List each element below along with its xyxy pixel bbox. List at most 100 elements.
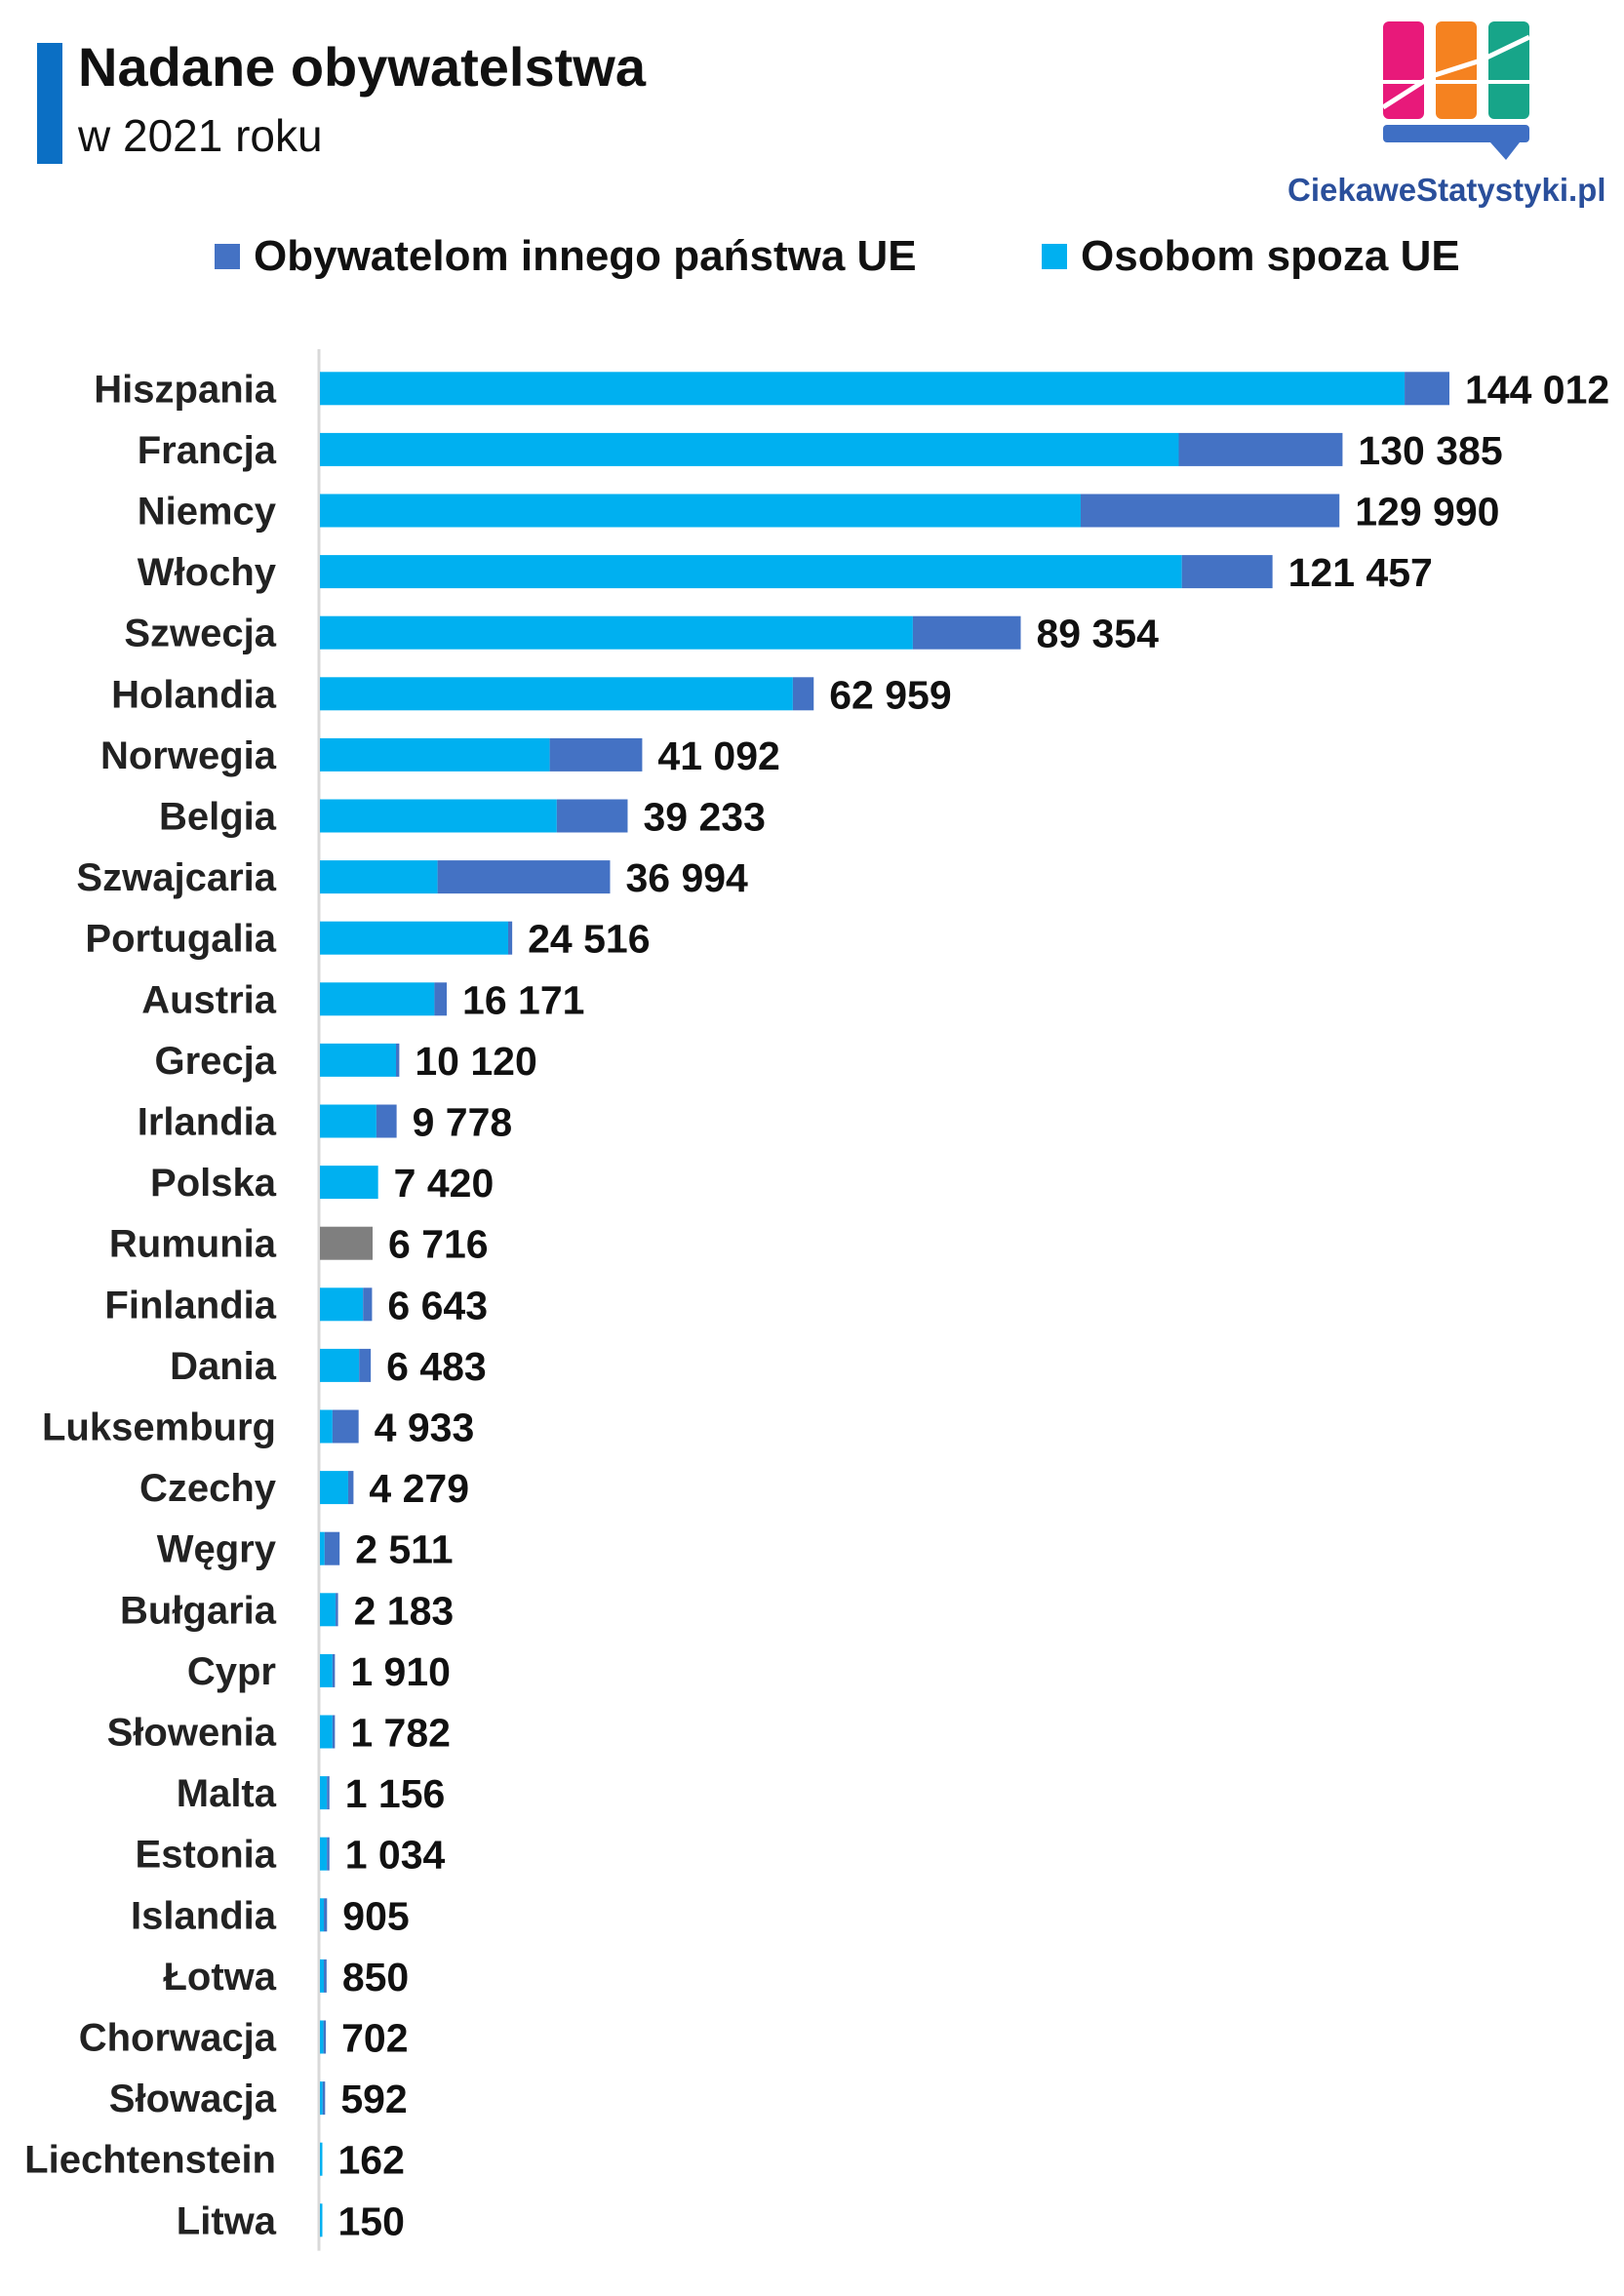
bar-segment [320, 1531, 325, 1565]
category-label: Włochy [138, 551, 277, 594]
value-label: 850 [342, 1955, 409, 1999]
category-label: Polska [150, 1162, 277, 1205]
bar-segment [395, 1043, 400, 1077]
bar-segment [320, 2203, 323, 2237]
legend-swatch-non-eu [1042, 244, 1067, 269]
bar-segment [320, 1166, 378, 1200]
value-label: 162 [338, 2138, 405, 2183]
category-label: Portugalia [85, 918, 276, 961]
category-label: Chorwacja [79, 2017, 277, 2060]
bar-segment [324, 1898, 328, 1932]
bar-segment [320, 2142, 323, 2176]
legend-swatch-other-eu [215, 244, 240, 269]
bar-segment [320, 372, 1406, 406]
bar-segment [320, 1471, 348, 1505]
bar-segment [327, 1837, 330, 1871]
bar-segment [320, 432, 1179, 466]
bar-segment [1405, 372, 1449, 406]
bar-segment [324, 1959, 327, 1993]
value-label: 592 [340, 2077, 407, 2121]
category-label: Słowenia [107, 1712, 277, 1755]
bar-segment [323, 2020, 327, 2054]
category-label: Łotwa [163, 1956, 276, 1999]
category-label: Norwegia [100, 734, 277, 777]
value-label: 89 354 [1036, 612, 1159, 656]
category-label: Szwajcaria [76, 856, 276, 899]
category-label: Finlandia [104, 1284, 276, 1326]
value-label: 1 156 [345, 1771, 446, 1816]
value-label: 6 643 [387, 1283, 488, 1327]
bar-segment [322, 2081, 326, 2116]
value-label: 4 279 [369, 1466, 469, 1511]
category-label: Islandia [131, 1894, 277, 1937]
bar-segment [320, 615, 913, 650]
value-label: 41 092 [657, 733, 779, 778]
bar-segment [332, 1715, 336, 1749]
value-label: 129 990 [1355, 490, 1499, 534]
bar-segment [320, 1287, 364, 1322]
value-label: 1 782 [350, 1711, 451, 1756]
bar-segment [320, 677, 793, 711]
value-label: 144 012 [1465, 367, 1609, 412]
bar-segment [320, 1837, 328, 1871]
bar-segment [320, 1104, 376, 1138]
brand-name: CiekaweStatystyki.pl [1287, 172, 1606, 208]
bar-segment [320, 1409, 333, 1444]
value-label: 10 120 [415, 1039, 536, 1084]
bar-segment [320, 494, 1081, 528]
category-label: Cypr [187, 1650, 276, 1693]
bar-segment [1080, 494, 1340, 528]
chart-title: Nadane obywatelstwa [78, 36, 646, 98]
bar-segment [437, 860, 611, 894]
bar-segment [792, 677, 814, 711]
value-label: 1 034 [345, 1833, 446, 1878]
title-accent-bar [37, 43, 62, 164]
bar-segment [320, 1226, 374, 1260]
bar-segment [320, 860, 438, 894]
legend-item-other-eu: Obywatelom innego państwa UE [215, 232, 917, 281]
category-label: Belgia [159, 796, 277, 839]
category-label: Szwecja [124, 613, 276, 655]
bar-segment [320, 982, 435, 1016]
legend-label-non-eu: Osobom spoza UE [1081, 232, 1460, 280]
bar-segment [363, 1287, 373, 1322]
bar-segment [320, 1348, 360, 1382]
value-label: 36 994 [625, 855, 748, 900]
value-label: 7 420 [394, 1161, 495, 1206]
bar-segment [320, 1959, 325, 1993]
category-label: Malta [177, 1772, 277, 1815]
category-label: Estonia [136, 1834, 277, 1877]
bar-segment [549, 737, 643, 772]
stacked-bar-chart: Hiszpania 144 012 Francja 130 385 Niemcy 129 … [24, 349, 1609, 2251]
bar-segment [434, 982, 448, 1016]
bar-segment [320, 1593, 337, 1627]
bar-segment [327, 1776, 330, 1810]
category-label: Litwa [177, 2199, 277, 2242]
value-label: 6 483 [386, 1344, 487, 1389]
value-label: 16 171 [462, 977, 584, 1022]
category-label: Czechy [139, 1467, 277, 1510]
category-label: Słowacja [109, 2078, 277, 2120]
value-label: 2 511 [355, 1527, 453, 1572]
category-label: Węgry [157, 1528, 277, 1571]
bar-segment [320, 1653, 333, 1687]
bar-segment [912, 615, 1021, 650]
bar-segment [324, 1531, 340, 1565]
bar-segment [320, 737, 550, 772]
category-label: Austria [141, 978, 277, 1021]
bar-segment [320, 921, 508, 955]
category-label: Holandia [111, 673, 277, 716]
chart-subtitle: w 2021 roku [78, 110, 323, 161]
bar-segment [320, 1776, 328, 1810]
value-label: 62 959 [829, 672, 951, 717]
bar-segment [320, 555, 1182, 589]
bar-segment [507, 921, 513, 955]
bar-segment [347, 1471, 354, 1505]
category-label: Luksemburg [42, 1406, 276, 1449]
bar-segment [336, 1593, 338, 1627]
value-label: 150 [338, 2198, 405, 2243]
category-label: Hiszpania [94, 368, 276, 411]
category-label: Liechtenstein [24, 2139, 276, 2182]
bar-segment [332, 1409, 359, 1444]
bar-segment [320, 799, 557, 833]
